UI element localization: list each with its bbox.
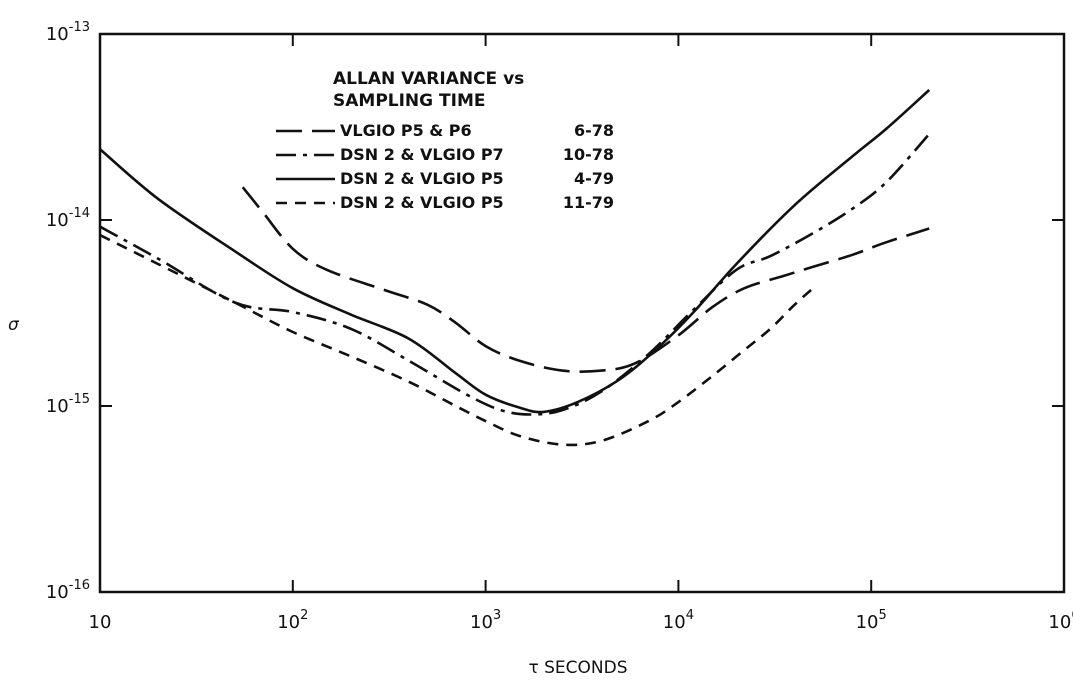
y-tick-label-exponent: -16 <box>69 578 90 593</box>
x-tick-label-exponent: 2 <box>300 608 308 623</box>
plot-frame <box>98 32 1066 594</box>
y-tick-label-base: 10 <box>46 582 69 603</box>
y-tick-label-exponent: -15 <box>69 392 90 407</box>
x-tick-label: 104 <box>663 608 694 633</box>
legend-label: VLGIO P5 & P6 <box>340 121 472 140</box>
legend-date: 6-78 <box>574 121 614 140</box>
y-tick-label: 10-15 <box>46 392 90 417</box>
x-tick-label: 106 <box>1048 608 1073 633</box>
y-tick-label-base: 10 <box>46 210 69 231</box>
y-tick-label-base: 10 <box>46 24 69 45</box>
legend-label: DSN 2 & VLGIO P5 <box>340 193 504 212</box>
series-line-vlgio-p5-p6-6-78 <box>241 186 930 373</box>
chart-title-line-2: SAMPLING TIME <box>333 91 486 111</box>
x-tick-label-base: 10 <box>1048 612 1071 633</box>
x-tick-label-exponent: 3 <box>493 608 501 623</box>
x-tick-labels: 10102103104105106 <box>89 608 1073 633</box>
x-tick-label-base: 10 <box>277 612 300 633</box>
x-tick-label: 103 <box>470 608 501 633</box>
x-tick-label-exponent: 5 <box>879 608 887 623</box>
x-tick-label-base: 10 <box>856 612 879 633</box>
y-tick-label-base: 10 <box>46 396 69 417</box>
legend-label: DSN 2 & VLGIO P5 <box>340 169 504 188</box>
x-tick-label-base: 10 <box>470 612 493 633</box>
x-tick-label: 102 <box>277 608 308 633</box>
y-tick-label: 10-14 <box>46 206 90 231</box>
y-tick-label-exponent: -14 <box>69 206 90 221</box>
x-tick-label-base: 10 <box>663 612 686 633</box>
series-line-dsn2-vlgio-p7-10-78 <box>99 133 931 416</box>
legend-label: DSN 2 & VLGIO P7 <box>340 145 504 164</box>
y-tick-label-exponent: -13 <box>69 20 90 35</box>
x-axis-label: τ SECONDS <box>528 658 627 678</box>
y-tick-label: 10-13 <box>46 20 90 45</box>
series-layer <box>99 89 931 447</box>
x-tick-label: 10 <box>89 612 112 633</box>
legend-date: 10-78 <box>563 145 614 164</box>
y-tick-label: 10-16 <box>46 578 90 603</box>
series-line-dsn2-vlgio-p5-4-79 <box>99 89 931 414</box>
chart-title-line-1: ALLAN VARIANCE vs <box>333 69 524 89</box>
x-tick-label-exponent: 6 <box>1071 608 1073 623</box>
legend-date: 4-79 <box>574 169 614 188</box>
x-tick-label-exponent: 4 <box>686 608 694 623</box>
x-tick-label: 105 <box>856 608 887 633</box>
y-axis-label: σ <box>8 315 20 335</box>
y-tick-marks <box>100 33 1064 593</box>
x-tick-marks <box>99 34 1065 592</box>
legend-date: 11-79 <box>563 193 614 212</box>
legend: VLGIO P5 & P6 6-78 DSN 2 & VLGIO P7 10-78 DS… <box>276 121 614 212</box>
series-line-dsn2-vlgio-p5-11-79 <box>99 233 815 447</box>
